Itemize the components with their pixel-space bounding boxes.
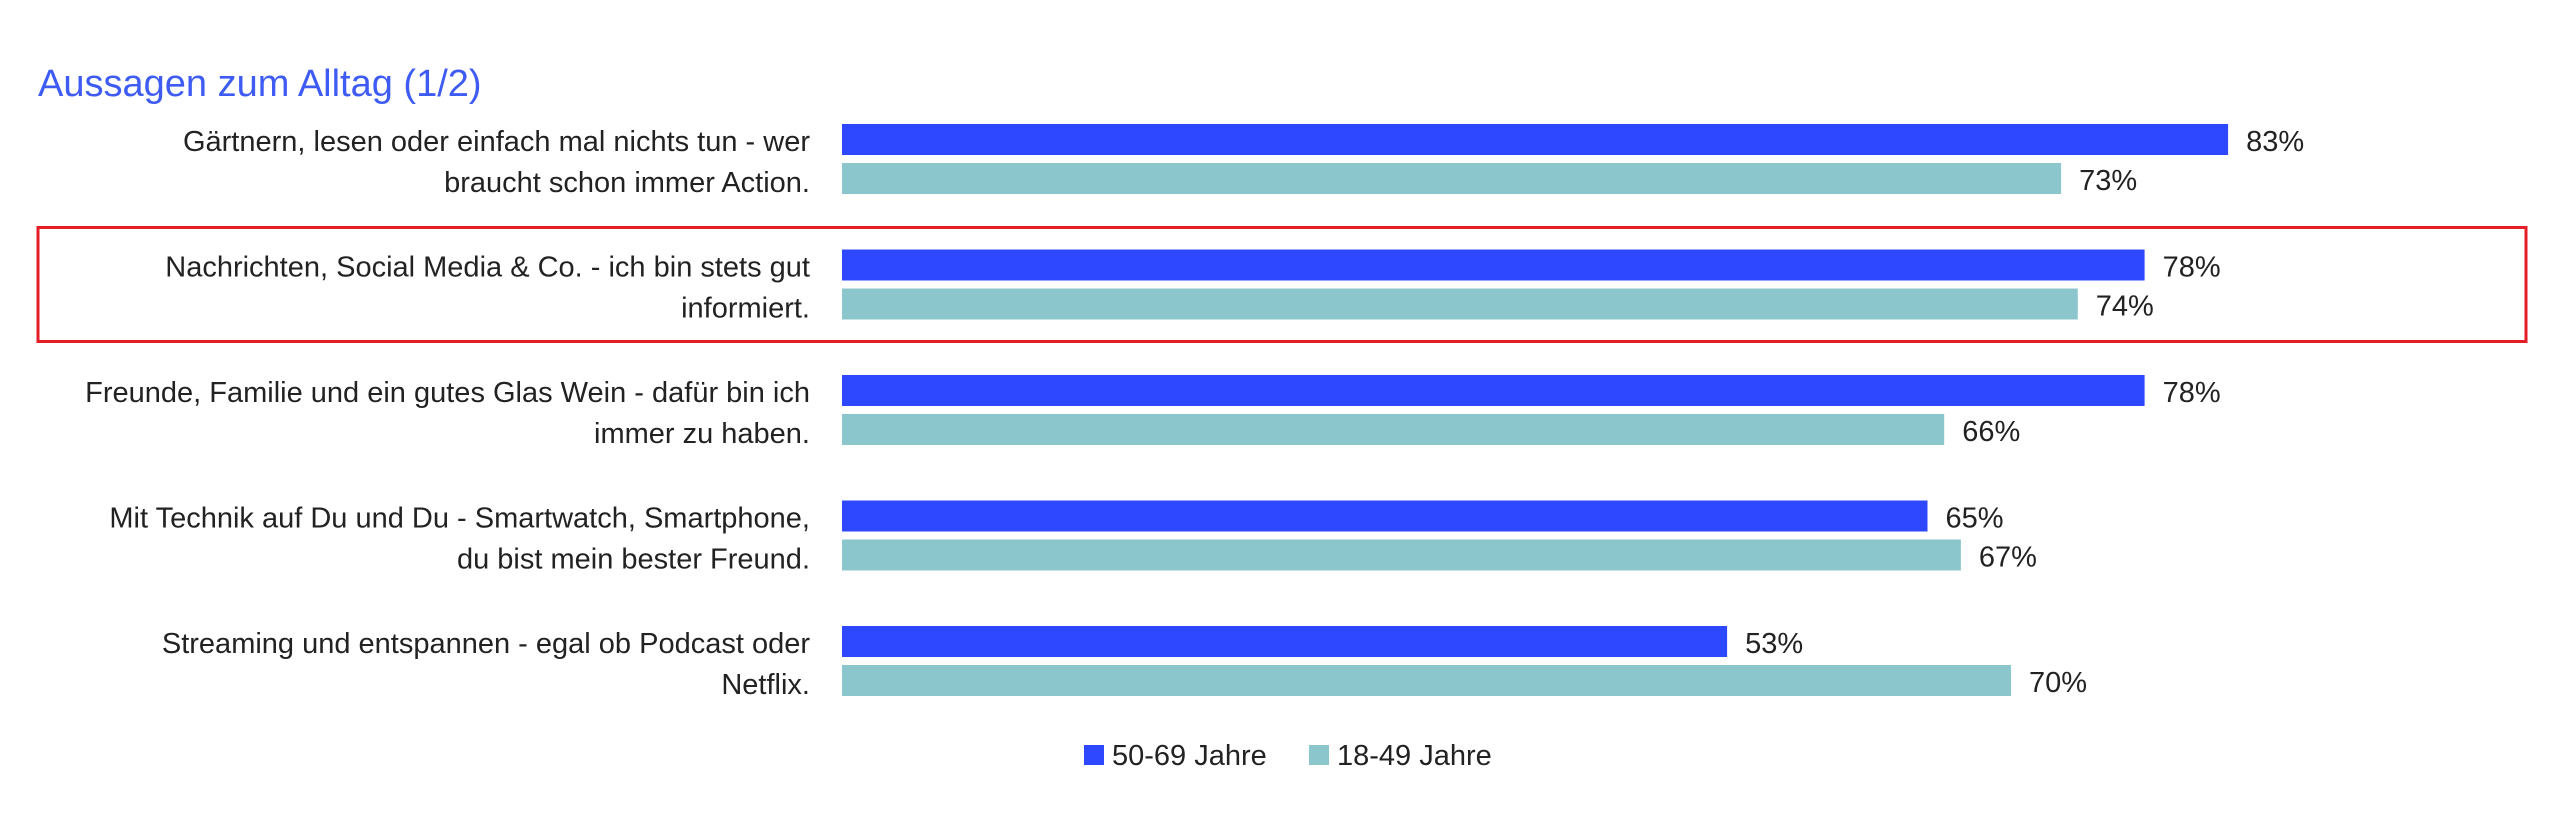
category-label: Streaming und entspannen - egal ob Podca… [162, 628, 810, 660]
legend: 50-69 Jahre 18-49 Jahre [1084, 740, 1492, 772]
chart-title: Aussagen zum Alltag (1/2) [38, 63, 482, 105]
bar-series-2 [842, 163, 2062, 194]
value-label: 78% [2163, 377, 2221, 409]
bar-series-1 [842, 375, 2145, 406]
category-label: informiert. [681, 293, 810, 325]
value-label: 53% [1745, 628, 1803, 660]
value-label: 78% [2163, 252, 2221, 284]
category-label: immer zu haben. [594, 418, 810, 450]
category-label: braucht schon immer Action. [444, 167, 810, 199]
legend-swatch [1309, 745, 1329, 765]
highlight-frame [36, 226, 2528, 343]
category-label: Netflix. [721, 669, 810, 701]
bar-series-1 [842, 500, 1928, 532]
category-label: Gärtnern, lesen oder einfach mal nichts … [183, 126, 810, 158]
value-label: 65% [1946, 503, 2004, 535]
value-label: 74% [2096, 291, 2154, 323]
category-labels: Gärtnern, lesen oder einfach mal nichts … [85, 126, 810, 701]
bar-series-1 [842, 626, 1728, 657]
highlight-layer [36, 226, 2528, 343]
bar-series-2 [842, 539, 1961, 571]
category-label: Nachrichten, Social Media & Co. - ich bi… [165, 252, 810, 284]
value-label: 70% [2029, 667, 2087, 699]
legend-swatch [1084, 745, 1104, 765]
bars [842, 124, 2229, 696]
category-label: Freunde, Familie und ein gutes Glas Wein… [85, 377, 810, 409]
value-label: 83% [2246, 126, 2304, 158]
category-label: Mit Technik auf Du und Du - Smartwatch, … [109, 503, 810, 535]
value-label: 67% [1979, 542, 2037, 574]
category-label: du bist mein bester Freund. [457, 544, 810, 576]
bar-series-1 [842, 249, 2145, 281]
value-label: 73% [2079, 165, 2137, 197]
bar-series-1 [842, 124, 2229, 155]
legend-label: 50-69 Jahre [1112, 740, 1267, 772]
value-label: 66% [1962, 416, 2020, 448]
bar-series-2 [842, 665, 2011, 696]
bar-series-2 [842, 414, 1945, 445]
bar-series-2 [842, 288, 2078, 320]
legend-label: 18-49 Jahre [1337, 740, 1492, 772]
value-labels: 83% 73% 78% 74% 78% 66% 65% 67% 53% 70% [1745, 126, 2304, 699]
